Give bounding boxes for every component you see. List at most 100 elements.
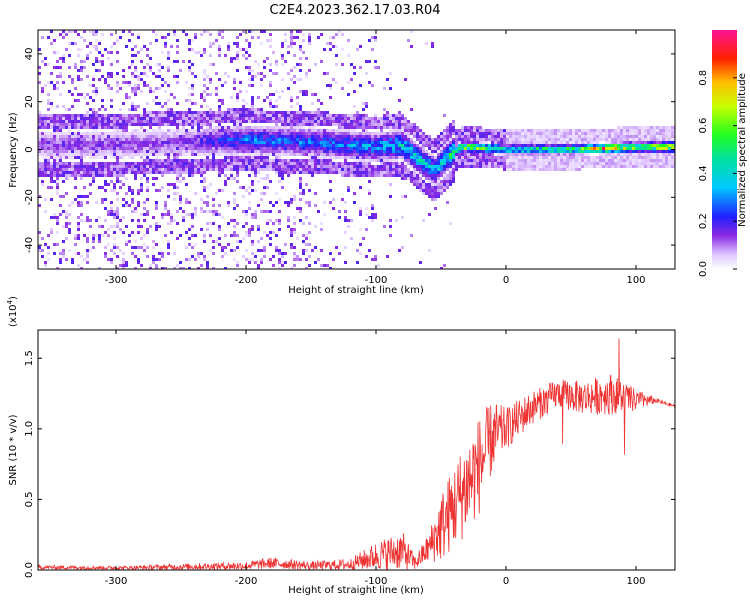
- spectrogram-cell: [449, 132, 452, 135]
- spectrogram-cell: [248, 258, 251, 261]
- spectrogram-cell: [56, 231, 59, 234]
- spectrogram-cell: [365, 114, 368, 117]
- spectrogram-cell: [389, 156, 392, 159]
- spectrogram-cell: [374, 60, 377, 63]
- spectrogram-cell: [200, 144, 203, 147]
- spectrogram-cell: [146, 141, 149, 144]
- spectrogram-cell: [560, 156, 563, 159]
- spectrogram-cell: [203, 51, 206, 54]
- spectrogram-cell: [173, 129, 176, 132]
- spectrogram-cell: [359, 144, 362, 147]
- spectrogram-cell: [137, 153, 140, 156]
- spectrogram-cell: [272, 138, 275, 141]
- spectrogram-cell: [311, 144, 314, 147]
- spectrogram-cell: [191, 165, 194, 168]
- spectrogram-cell: [101, 234, 104, 237]
- spectrogram-cell: [515, 129, 518, 132]
- spectrogram-cell: [146, 171, 149, 174]
- spectrogram-cell: [89, 84, 92, 87]
- spectrogram-cell: [629, 144, 632, 147]
- spectrogram-cell: [398, 174, 401, 177]
- spectrogram-cell: [110, 165, 113, 168]
- spectrogram-cell: [113, 183, 116, 186]
- spectrogram-cell: [224, 267, 227, 269]
- spectrogram-cell: [200, 162, 203, 165]
- spectrogram-cell: [344, 114, 347, 117]
- spectrogram-cell: [53, 144, 56, 147]
- spectrogram-cell: [116, 207, 119, 210]
- spectrogram-cell: [296, 150, 299, 153]
- spectrogram-cell: [74, 177, 77, 180]
- spectrogram-cell: [410, 180, 413, 183]
- spectrogram-cell: [221, 102, 224, 105]
- spectrogram-cell: [386, 165, 389, 168]
- spectrogram-cell: [626, 135, 629, 138]
- spectrogram-cell: [305, 75, 308, 78]
- spectrogram-cell: [485, 150, 488, 153]
- spectrogram-cell: [419, 156, 422, 159]
- spectrogram-cell: [239, 33, 242, 36]
- spectrogram-cell: [389, 195, 392, 198]
- spectrogram-cell: [161, 105, 164, 108]
- spectrogram-cell: [587, 147, 590, 150]
- spectrogram-cell: [347, 129, 350, 132]
- spectrogram-cell: [443, 135, 446, 138]
- spectrogram-cell: [470, 129, 473, 132]
- spectrogram-cell: [152, 129, 155, 132]
- spectrogram-cell: [464, 156, 467, 159]
- spectrogram-cell: [158, 168, 161, 171]
- spectrogram-cell: [116, 198, 119, 201]
- spectrogram-cell: [56, 180, 59, 183]
- spectrogram-cell: [350, 120, 353, 123]
- spectrogram-cell: [206, 162, 209, 165]
- spectrogram-cell: [188, 42, 191, 45]
- spectrogram-cell: [80, 126, 83, 129]
- spectrogram-cell: [488, 129, 491, 132]
- spectrogram-cell: [182, 135, 185, 138]
- spectrogram-cell: [416, 162, 419, 165]
- spectrogram-cell: [476, 159, 479, 162]
- spectrogram-cell: [143, 144, 146, 147]
- spectrogram-cell: [50, 30, 53, 33]
- spectrogram-cell: [134, 177, 137, 180]
- spectrogram-cell: [488, 159, 491, 162]
- spectrogram-cell: [167, 120, 170, 123]
- spectrogram-cell: [320, 156, 323, 159]
- spectrogram-cell: [281, 42, 284, 45]
- spectrogram-cell: [254, 162, 257, 165]
- spectrogram-cell: [317, 165, 320, 168]
- spectrogram-cell: [173, 267, 176, 269]
- spectrogram-cell: [638, 153, 641, 156]
- spectrogram-cell: [584, 153, 587, 156]
- spectrogram-cell: [173, 132, 176, 135]
- spectrogram-cell: [356, 168, 359, 171]
- spectrogram-cell: [212, 165, 215, 168]
- spectrogram-cell: [155, 267, 158, 269]
- spectrogram-cell: [251, 144, 254, 147]
- spectrogram-cell: [191, 63, 194, 66]
- spectrogram-cell: [212, 63, 215, 66]
- spectrogram-cell: [158, 135, 161, 138]
- spectrogram-cell: [362, 108, 365, 111]
- spectrogram-cell: [119, 117, 122, 120]
- spectrogram-cell: [89, 138, 92, 141]
- spectrogram-cell: [74, 99, 77, 102]
- spectrogram-cell: [392, 120, 395, 123]
- spectrogram-cell: [611, 165, 614, 168]
- spectrogram-cell: [134, 84, 137, 87]
- spectrogram-cell: [233, 138, 236, 141]
- spectrogram-cell: [320, 144, 323, 147]
- spectrogram-cell: [104, 126, 107, 129]
- spectrogram-cell: [299, 171, 302, 174]
- spectrogram-cell: [545, 150, 548, 153]
- spectrogram-cell: [221, 165, 224, 168]
- spectrogram-cell: [581, 141, 584, 144]
- spectrogram-cell: [194, 144, 197, 147]
- spectrogram-cell: [575, 132, 578, 135]
- spectrogram-cell: [317, 138, 320, 141]
- spectrogram-cell: [371, 123, 374, 126]
- spectrogram-cell: [347, 171, 350, 174]
- spectrogram-cell: [566, 138, 569, 141]
- spectrogram-cell: [551, 165, 554, 168]
- spectrogram-cell: [236, 135, 239, 138]
